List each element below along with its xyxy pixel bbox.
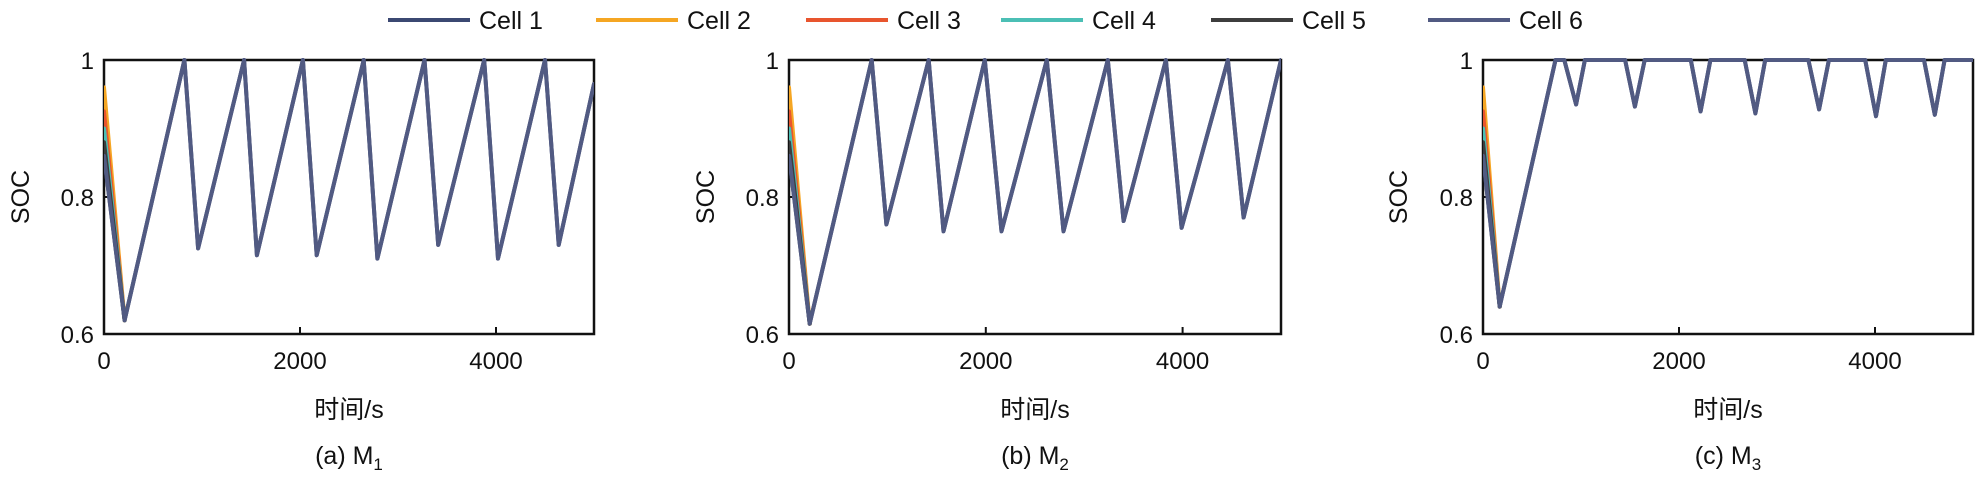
panel-caption-main: (a) M: [315, 442, 373, 470]
panel-caption-main: (c) M: [1695, 442, 1752, 470]
series-line-cell-6: [1483, 58, 1973, 309]
panel-caption-subscript: 3: [1752, 455, 1761, 474]
legend-item-cell-4: Cell 4: [1001, 7, 1156, 35]
y-axis-label: SOC: [1385, 170, 1413, 224]
legend-item-cell-2: Cell 2: [596, 7, 751, 35]
series-line-cell-6: [789, 58, 1281, 326]
legend-label: Cell 5: [1302, 7, 1366, 35]
series-line-cell-1: [1483, 58, 1973, 309]
y-tick-label: 1: [766, 48, 779, 75]
panel-caption-subscript: 2: [1059, 455, 1068, 474]
y-tick-label: 0.6: [61, 322, 94, 349]
panel-caption: (a) M1: [315, 442, 383, 474]
x-tick-label: 4000: [1156, 348, 1209, 375]
panel-caption-subscript: 1: [373, 455, 382, 474]
legend-label: Cell 3: [897, 7, 961, 35]
plot-frame: [1481, 58, 1975, 336]
panel-caption: (c) M3: [1695, 442, 1761, 474]
y-tick-label: 1: [81, 48, 94, 75]
legend-item-cell-3: Cell 3: [806, 7, 961, 35]
y-tick-label: 0.8: [1440, 185, 1473, 212]
y-tick-label: 1: [1460, 48, 1473, 75]
legend-label: Cell 1: [479, 7, 543, 35]
x-axis-label: 时间/s: [1000, 396, 1069, 424]
plot-frame: [102, 58, 596, 336]
legend-label: Cell 2: [687, 7, 751, 35]
x-tick-label: 0: [1476, 348, 1489, 375]
x-tick-label: 4000: [469, 348, 522, 375]
legend-item-cell-6: Cell 6: [1428, 7, 1583, 35]
y-axis-label: SOC: [692, 170, 720, 224]
y-tick-label: 0.8: [746, 185, 779, 212]
panel-caption: (b) M2: [1001, 442, 1069, 474]
chart-panel-3: 0.6 0.8 1 0 2000 4000 SOC 时间/s (c) M3: [1385, 48, 1975, 474]
x-axis-label: 时间/s: [1693, 396, 1762, 424]
x-tick-label: 2000: [1652, 348, 1705, 375]
series-line-cell-6: [104, 58, 594, 323]
x-tick-label: 2000: [959, 348, 1012, 375]
x-tick-label: 4000: [1848, 348, 1901, 375]
x-axis-label: 时间/s: [314, 396, 383, 424]
y-tick-label: 0.6: [1440, 322, 1473, 349]
x-tick-label: 0: [782, 348, 795, 375]
chart-panel-2: 0.6 0.8 1 0 2000 4000 SOC 时间/s (b) M2: [692, 48, 1283, 474]
series-line-cell-1: [104, 58, 594, 323]
legend-item-cell-1: Cell 1: [388, 7, 543, 35]
y-tick-label: 0.8: [61, 185, 94, 212]
legend-label: Cell 6: [1519, 7, 1583, 35]
y-tick-label: 0.6: [746, 322, 779, 349]
x-tick-label: 2000: [273, 348, 326, 375]
x-tick-label: 0: [97, 348, 110, 375]
legend-label: Cell 4: [1092, 7, 1156, 35]
panel-caption-main: (b) M: [1001, 442, 1059, 470]
legend-item-cell-5: Cell 5: [1211, 7, 1366, 35]
y-axis-label: SOC: [7, 170, 35, 224]
legend: Cell 1 Cell 2 Cell 3 Cell 4 Cell 5 Cell 6: [388, 7, 1583, 35]
